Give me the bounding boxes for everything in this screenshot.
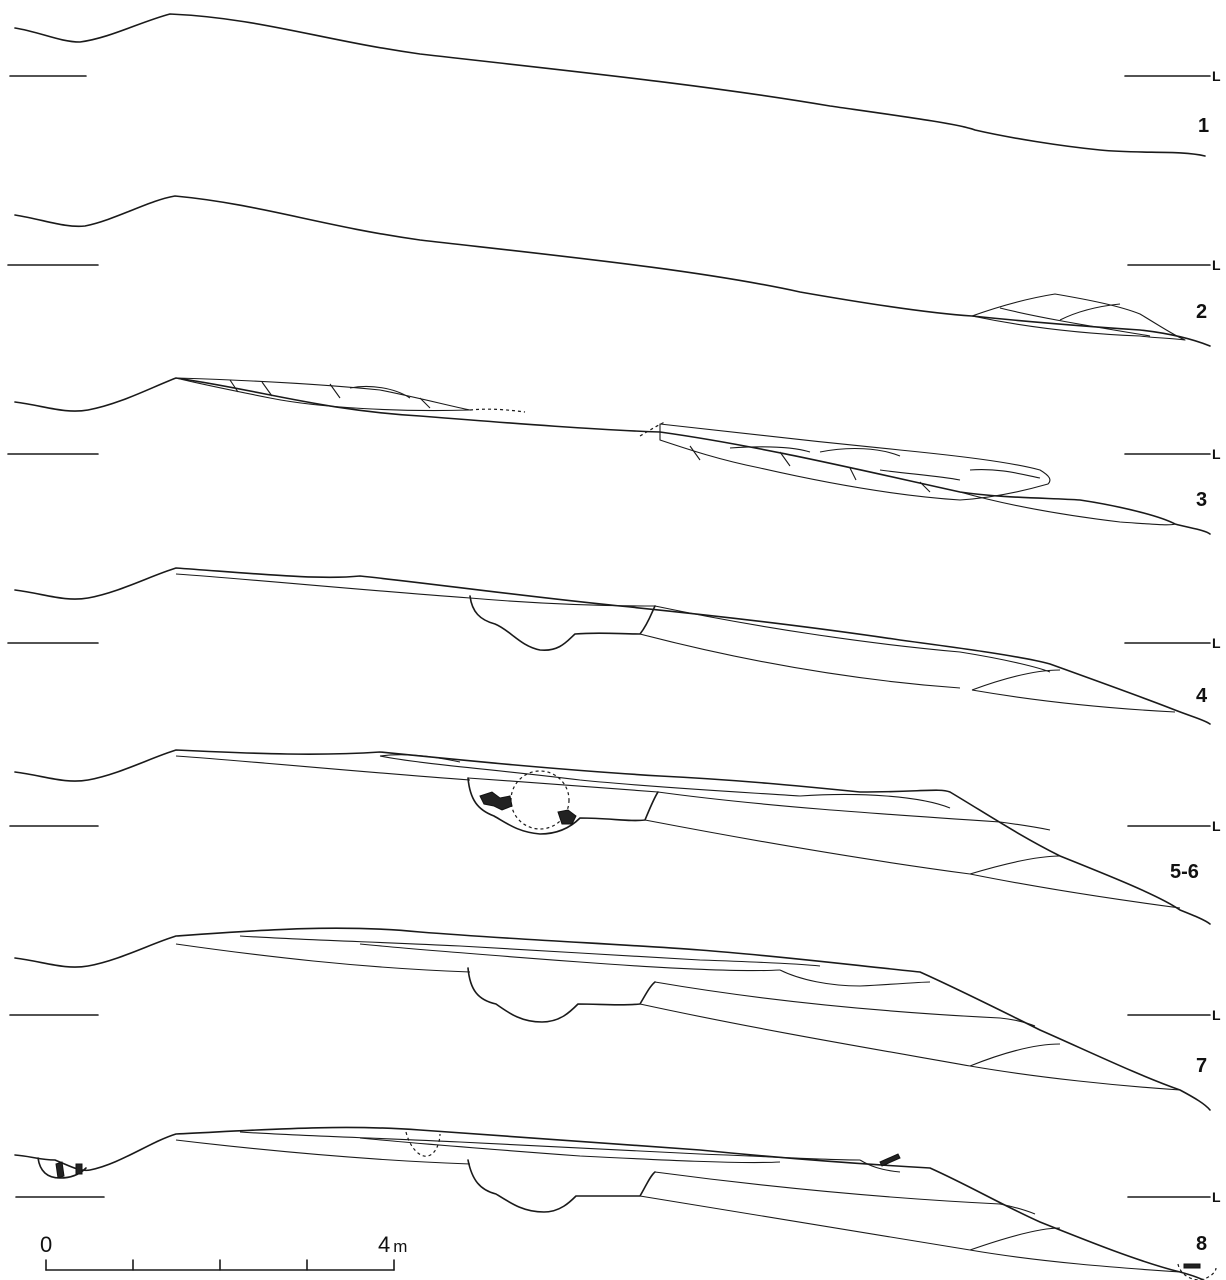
layer-boundary (239, 1131, 861, 1161)
layer-boundary (971, 689, 1176, 713)
layer-boundary (969, 855, 1061, 875)
section-1: L 1 (9, 13, 1221, 157)
stone-layer-extent (469, 408, 526, 413)
bone-fragment (1183, 1263, 1201, 1269)
section-label: 8 (1196, 1233, 1207, 1255)
ground-layer (959, 491, 1176, 526)
ground-surface-profile (14, 749, 1211, 925)
layer-boundary (799, 793, 951, 809)
layer-boundary (971, 669, 1061, 691)
layer-boundary (779, 969, 931, 987)
bone-fragments (479, 791, 577, 825)
layer-boundary (859, 1159, 901, 1173)
layer-boundary (175, 573, 656, 607)
layer-boundary (639, 1003, 971, 1067)
stone-lens (971, 293, 1186, 341)
section-label: 1 (1198, 115, 1209, 137)
stone-joint (689, 445, 1041, 493)
level-mark: L (1212, 635, 1221, 651)
scale-start-label: 0 (40, 1232, 52, 1257)
layer-boundary (379, 755, 801, 797)
ground-surface-profile (14, 195, 1211, 347)
layer-boundary (359, 943, 781, 972)
layer-boundary (654, 605, 1051, 673)
level-mark: L (1212, 257, 1221, 273)
layer-boundary (359, 1137, 781, 1164)
stone-joint (999, 307, 1151, 337)
ground-surface-profile (14, 1126, 1206, 1280)
bone-fragment (879, 1153, 901, 1167)
layer-boundary (639, 1195, 971, 1251)
layer-boundary (467, 777, 659, 793)
level-mark: L (1212, 446, 1221, 462)
layer-boundary (175, 943, 471, 973)
layer-boundary (969, 1065, 1181, 1091)
section-label: 3 (1196, 489, 1207, 511)
stone-layer-extent (639, 421, 666, 437)
layer-boundary (657, 791, 1051, 831)
layer-boundary (379, 754, 461, 763)
level-mark: L (1212, 68, 1221, 84)
pit-cut (467, 777, 659, 835)
section-label: 2 (1196, 301, 1207, 323)
level-mark: L (1212, 1189, 1221, 1205)
bone-fragment (75, 1163, 83, 1175)
layer-boundary (969, 1249, 1181, 1273)
layer-boundary (175, 1139, 471, 1165)
layer-boundary (969, 1043, 1061, 1067)
pit-cut (467, 1159, 656, 1213)
layer-boundary (969, 873, 1181, 909)
posthole-outline (405, 1131, 441, 1157)
bone-fragment (479, 791, 513, 811)
section-8: L 8 (14, 1126, 1221, 1280)
section-4: L 4 (7, 567, 1221, 725)
section-7: L 7 (9, 927, 1221, 1111)
bone-fragment (55, 1161, 65, 1179)
section-label: 5-6 (1170, 861, 1199, 883)
level-mark: L (1212, 818, 1221, 834)
layer-boundary (644, 819, 971, 875)
pit-cut (467, 967, 656, 1023)
layer-boundary (239, 935, 821, 967)
level-mark: L (1212, 1007, 1221, 1023)
pit-cut (469, 595, 656, 651)
stone-joint (229, 379, 431, 409)
layer-boundary (639, 633, 961, 689)
layer-boundary (654, 1171, 1036, 1215)
layer-boundary (969, 1227, 1061, 1251)
ground-surface-profile (14, 13, 1206, 157)
section-label: 7 (1196, 1055, 1207, 1077)
stone-joint (1059, 303, 1121, 321)
section-2: L 2 (7, 195, 1221, 347)
stone-layer-upper (175, 377, 471, 412)
section-label: 4 (1196, 685, 1208, 707)
ground-surface-profile (14, 567, 1211, 725)
bone-fragment (557, 809, 577, 825)
section-5-6: L 5-6 (9, 749, 1221, 925)
posthole-outline (1177, 1263, 1217, 1280)
section-3: L 3 (7, 377, 1221, 535)
layer-boundary (654, 981, 1036, 1027)
ground-surface-profile (14, 377, 1211, 535)
stone-layer-lower (659, 423, 1051, 501)
ground-surface-profile (14, 927, 1211, 1111)
layer-boundary (175, 755, 471, 781)
